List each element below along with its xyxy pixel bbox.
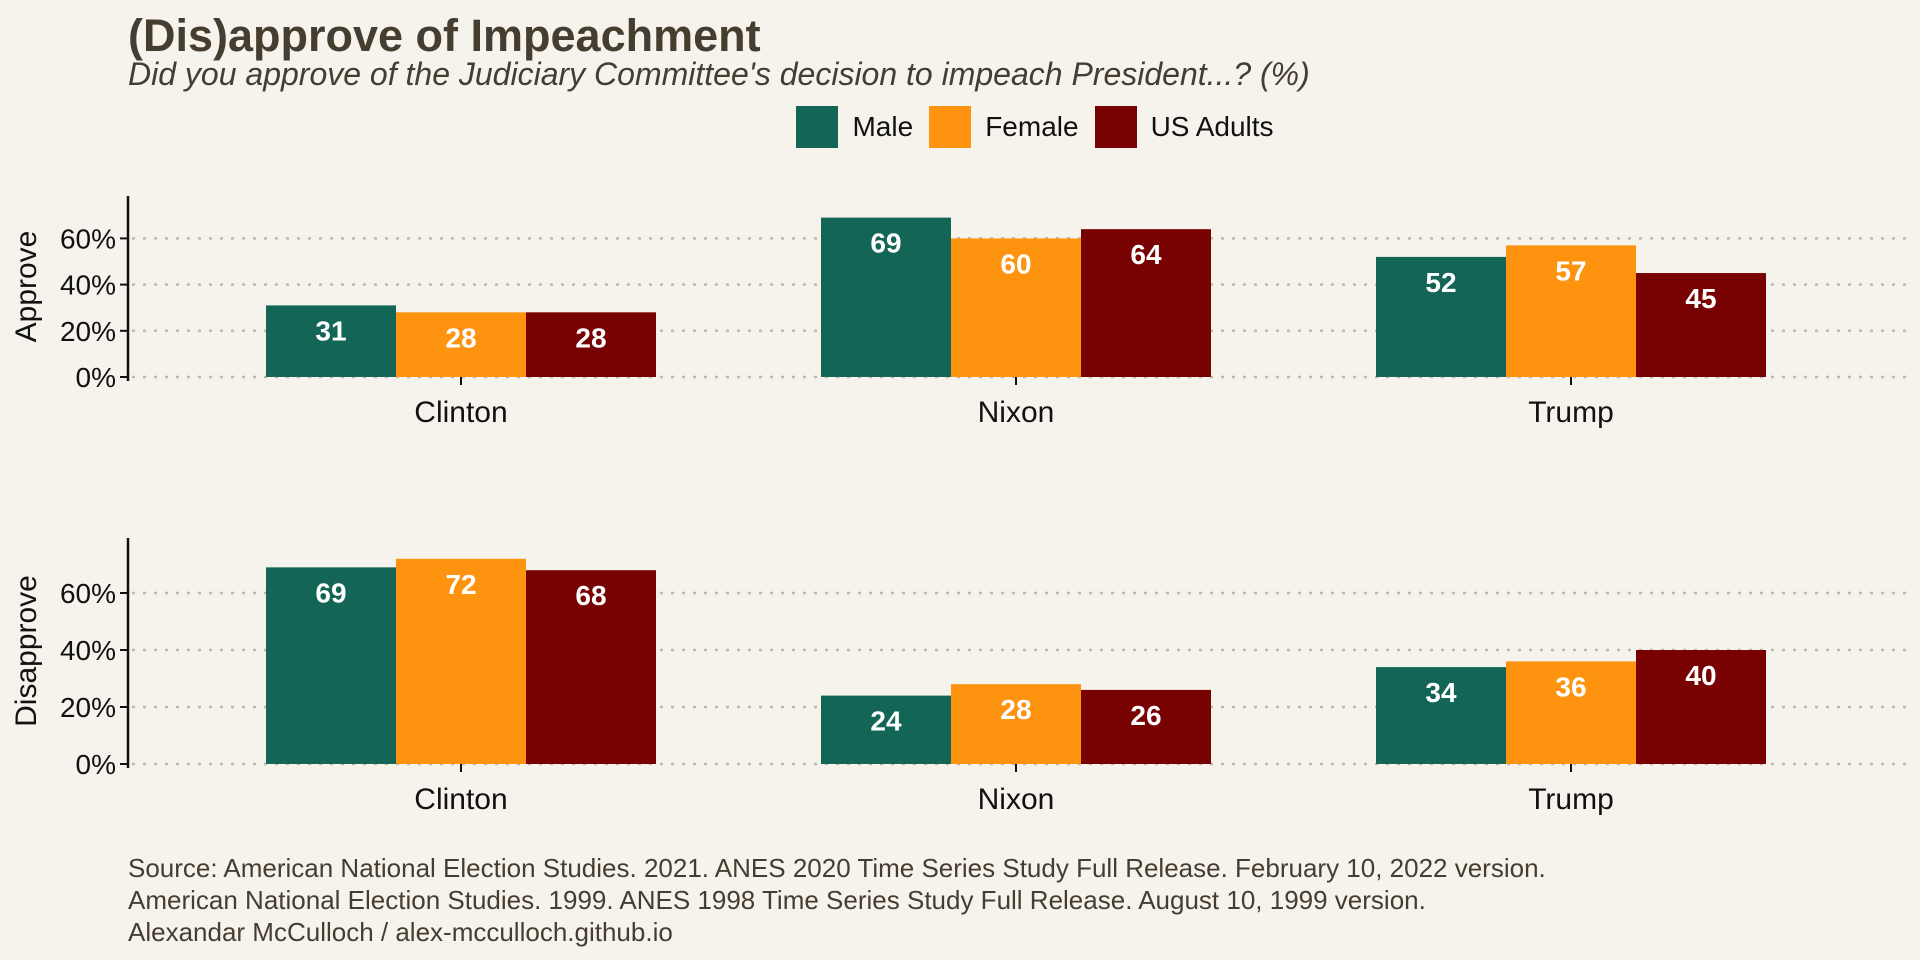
bar-female-clinton	[396, 558, 526, 764]
x-tick-label: Clinton	[414, 783, 507, 816]
x-tick-label: Nixon	[978, 396, 1055, 429]
bar-value-label: 69	[870, 228, 901, 259]
x-tick-label: Nixon	[978, 783, 1055, 816]
y-tick-label: 0%	[76, 362, 116, 393]
bar-us-adults-trump	[1636, 650, 1766, 764]
legend-swatch-male	[796, 106, 839, 148]
y-tick-label: 20%	[60, 692, 116, 723]
bar-value-label: 28	[575, 322, 606, 353]
y-tick-label: 60%	[60, 223, 116, 254]
source-line-3: Alexandar McCulloch / alex-mcculloch.git…	[128, 917, 673, 947]
chart-subtitle: Did you approve of the Judiciary Committ…	[128, 56, 1310, 92]
y-tick-label: 0%	[76, 749, 116, 780]
x-tick-label: Clinton	[414, 396, 507, 429]
y-axis-title: Approve	[10, 231, 43, 343]
chart-title: (Dis)approve of Impeachment	[128, 10, 761, 61]
legend-label-male: Male	[852, 111, 914, 142]
bar-female-trump	[1506, 661, 1636, 764]
y-tick-label: 60%	[60, 578, 116, 609]
chart-legend: Male Female US Adults	[0, 106, 1920, 148]
bar-female-nixon	[951, 238, 1081, 377]
bar-us-adults-clinton	[526, 312, 656, 377]
bar-female-trump	[1506, 245, 1636, 377]
bar-value-label: 72	[445, 569, 476, 600]
source-line-1: Source: American National Election Studi…	[128, 853, 1546, 883]
bar-value-label: 24	[870, 706, 902, 737]
y-axis-title: Disapprove	[10, 575, 43, 727]
legend-label-us-adults: US Adults	[1150, 111, 1274, 142]
bar-value-label: 26	[1130, 700, 1161, 731]
x-tick-label: Trump	[1528, 783, 1614, 816]
bar-male-trump	[1376, 667, 1506, 764]
bar-value-label: 57	[1555, 255, 1586, 286]
bar-male-trump	[1376, 256, 1506, 377]
panel-disapprove: 0% 20% 40% 60% Disapprove 69 72 68 Clinton 24 28 26…	[10, 538, 1906, 816]
bar-male-nixon	[821, 695, 951, 764]
x-tick-label: Trump	[1528, 396, 1614, 429]
bar-value-label: 34	[1425, 677, 1457, 708]
y-tick-label: 20%	[60, 316, 116, 347]
bar-male-nixon	[821, 217, 951, 377]
bar-male-clinton	[266, 305, 396, 377]
legend-swatch-female	[929, 106, 972, 148]
bar-value-label: 69	[315, 577, 346, 608]
bar-us-adults-clinton	[526, 570, 656, 764]
bar-value-label: 52	[1425, 267, 1456, 298]
bar-value-label: 45	[1685, 283, 1716, 314]
bar-us-adults-nixon	[1081, 229, 1211, 377]
bar-value-label: 60	[1000, 248, 1031, 279]
legend-item-us-adults: US Adults	[1094, 106, 1274, 148]
legend-swatch-us-adults	[1094, 106, 1137, 148]
legend-label-female: Female	[985, 111, 1079, 142]
y-tick-label: 40%	[60, 635, 116, 666]
y-tick-label: 40%	[60, 270, 116, 301]
bar-female-clinton	[396, 312, 526, 377]
legend-item-male: Male	[796, 106, 913, 148]
bar-us-adults-trump	[1636, 273, 1766, 377]
bar-value-label: 28	[1000, 694, 1031, 725]
bar-value-label: 31	[315, 315, 346, 346]
bar-value-label: 64	[1130, 239, 1162, 270]
bar-value-label: 28	[445, 322, 476, 353]
source-line-2: American National Election Studies. 1999…	[128, 885, 1426, 915]
legend-item-female: Female	[929, 106, 1079, 148]
source-note: Source: American National Election Studi…	[128, 852, 1546, 948]
bar-value-label: 68	[575, 580, 606, 611]
panel-approve: 0% 20% 40% 60% Approve 31 28 28 Clinton 69 60 64 Nix…	[10, 196, 1906, 429]
bar-value-label: 36	[1555, 671, 1586, 702]
bar-us-adults-nixon	[1081, 689, 1211, 764]
bar-male-clinton	[266, 567, 396, 764]
bar-value-label: 40	[1685, 660, 1716, 691]
bar-female-nixon	[951, 684, 1081, 764]
